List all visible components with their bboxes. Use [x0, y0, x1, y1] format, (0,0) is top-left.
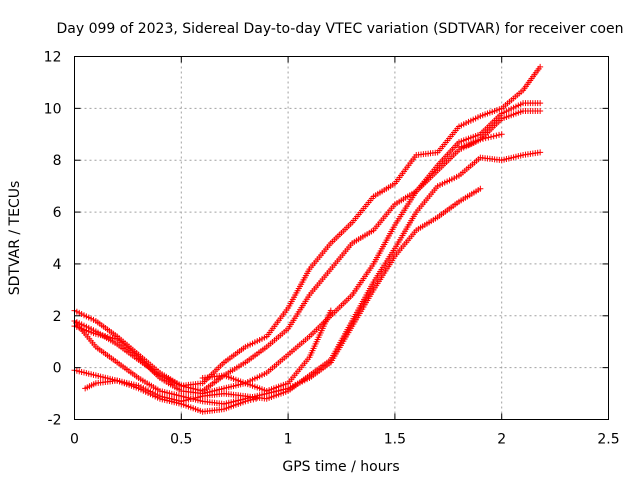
data-point	[496, 131, 503, 138]
x-axis-label: GPS time / hours	[282, 459, 399, 475]
data-point	[455, 144, 462, 151]
data-point	[253, 395, 260, 402]
x-tick-label: 1.5	[384, 432, 406, 448]
data-point	[537, 63, 544, 70]
series-track-2	[71, 100, 544, 394]
x-tick-label: 0	[70, 432, 79, 448]
data-point	[488, 133, 495, 140]
data-point	[250, 396, 257, 403]
data-point	[477, 185, 484, 192]
data-point	[493, 132, 500, 139]
chart-title: Day 099 of 2023, Sidereal Day-to-day VTE…	[57, 21, 624, 37]
data-point	[485, 134, 492, 141]
data-point	[490, 133, 497, 140]
series-track-7	[199, 307, 334, 394]
x-tick-label: 1	[284, 432, 293, 448]
y-tick-label: 2	[53, 309, 62, 325]
tick-layer: 0 0.5 1 1.5 2 2.5 -2 0 2 4 6 8 10 12	[44, 50, 620, 448]
data-point	[242, 398, 249, 405]
y-tick-label: 0	[53, 361, 62, 377]
x-tick-label: 0.5	[170, 432, 192, 448]
data-point	[537, 100, 544, 107]
data-point	[498, 131, 505, 138]
data-point	[537, 107, 544, 114]
data-point	[461, 142, 468, 149]
data-point	[245, 397, 252, 404]
data-point	[480, 135, 487, 142]
data-point	[458, 143, 465, 150]
series-track-5	[71, 185, 484, 407]
data-point	[477, 136, 484, 143]
data-layer	[71, 63, 544, 415]
y-tick-label: 10	[44, 101, 62, 117]
data-point	[537, 149, 544, 156]
plot-frame	[74, 56, 609, 420]
y-tick-label: 6	[53, 205, 62, 221]
x-tick-label: 2.5	[597, 432, 619, 448]
x-tick-label: 2	[497, 432, 506, 448]
y-axis-label: SDTVAR / TECUs	[7, 181, 23, 296]
series-track-6	[71, 367, 260, 415]
y-tick-label: 4	[53, 257, 62, 273]
series-track-8	[455, 131, 505, 151]
data-point	[247, 397, 254, 404]
y-tick-label: 12	[44, 50, 62, 66]
data-point	[463, 142, 470, 149]
data-point	[327, 307, 334, 314]
y-tick-label: 8	[53, 153, 62, 169]
series-track-3	[71, 107, 544, 397]
data-point	[482, 135, 489, 142]
y-tick-label: -2	[48, 413, 62, 429]
